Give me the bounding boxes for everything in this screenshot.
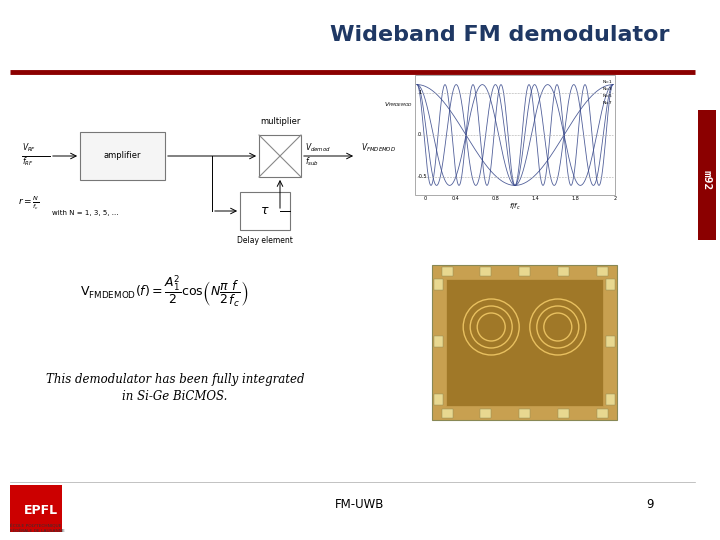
- Text: $V_{demod}$: $V_{demod}$: [305, 141, 330, 154]
- Text: $V_{FMDEMOD}$: $V_{FMDEMOD}$: [384, 100, 413, 110]
- Text: $\mathrm{V_{FMDEMOD}}(f) = \dfrac{A_1^2}{2}\cos\!\left(N\dfrac{\pi}{2}\dfrac{f}{: $\mathrm{V_{FMDEMOD}}(f) = \dfrac{A_1^2}…: [80, 274, 248, 310]
- Text: Delay element: Delay element: [237, 236, 293, 245]
- Text: 0: 0: [418, 132, 421, 138]
- Bar: [415, 75, 615, 195]
- Bar: [698, 110, 716, 240]
- Text: This demodulator has been fully integrated: This demodulator has been fully integrat…: [46, 374, 305, 387]
- Bar: [441, 267, 452, 276]
- Text: N=7: N=7: [603, 101, 612, 105]
- Bar: [434, 394, 443, 404]
- Bar: [558, 267, 569, 276]
- Text: 1.4: 1.4: [531, 196, 539, 201]
- Bar: [259, 135, 301, 177]
- Bar: [519, 409, 530, 418]
- Text: 2: 2: [613, 196, 616, 201]
- Text: $r = \frac{N}{f_c}$: $r = \frac{N}{f_c}$: [18, 194, 40, 212]
- Bar: [558, 409, 569, 418]
- Text: $V_{FMDEMOD}$: $V_{FMDEMOD}$: [361, 141, 396, 154]
- Text: 0.8: 0.8: [491, 196, 499, 201]
- Text: ÉCOLE POLYTECHNIQUE
FÉDÉRALE DE LAUSANNE: ÉCOLE POLYTECHNIQUE FÉDÉRALE DE LAUSANNE: [10, 524, 65, 533]
- Text: 9: 9: [647, 498, 654, 511]
- Text: $f/f_c$: $f/f_c$: [509, 202, 521, 212]
- Text: EPFL: EPFL: [24, 503, 58, 516]
- Text: 1: 1: [418, 91, 421, 96]
- Bar: [80, 132, 165, 180]
- Text: $f_{sub}$: $f_{sub}$: [305, 156, 319, 168]
- Text: 0: 0: [423, 196, 426, 201]
- Text: -0.5: -0.5: [418, 174, 428, 179]
- Bar: [441, 409, 452, 418]
- Bar: [606, 336, 615, 347]
- Text: multiplier: multiplier: [260, 117, 300, 126]
- Bar: [10, 485, 62, 532]
- Text: in Si-Ge BiCMOS.: in Si-Ge BiCMOS.: [122, 390, 228, 403]
- Bar: [240, 192, 290, 230]
- Bar: [434, 279, 443, 289]
- Bar: [480, 267, 491, 276]
- Text: N=3: N=3: [603, 87, 612, 91]
- Text: with N = 1, 3, 5, ...: with N = 1, 3, 5, ...: [52, 210, 119, 216]
- Bar: [606, 394, 615, 404]
- Text: m92: m92: [702, 170, 712, 190]
- Text: amplifier: amplifier: [104, 152, 141, 160]
- Text: Wideband FM demodulator: Wideband FM demodulator: [330, 25, 670, 45]
- Bar: [519, 267, 530, 276]
- Text: $V_{RF}$: $V_{RF}$: [22, 141, 36, 154]
- Text: 1.8: 1.8: [571, 196, 579, 201]
- Bar: [434, 336, 443, 347]
- Text: N=5: N=5: [602, 94, 612, 98]
- Bar: [596, 267, 608, 276]
- Bar: [432, 265, 617, 420]
- Text: N=1: N=1: [603, 80, 612, 84]
- Bar: [606, 279, 615, 289]
- Text: $\tau$: $\tau$: [260, 205, 270, 218]
- Text: $f_{RF}$: $f_{RF}$: [22, 156, 34, 168]
- Bar: [446, 279, 603, 406]
- Text: 0.4: 0.4: [451, 196, 459, 201]
- Bar: [480, 409, 491, 418]
- Text: FM-UWB: FM-UWB: [336, 498, 384, 511]
- Bar: [596, 409, 608, 418]
